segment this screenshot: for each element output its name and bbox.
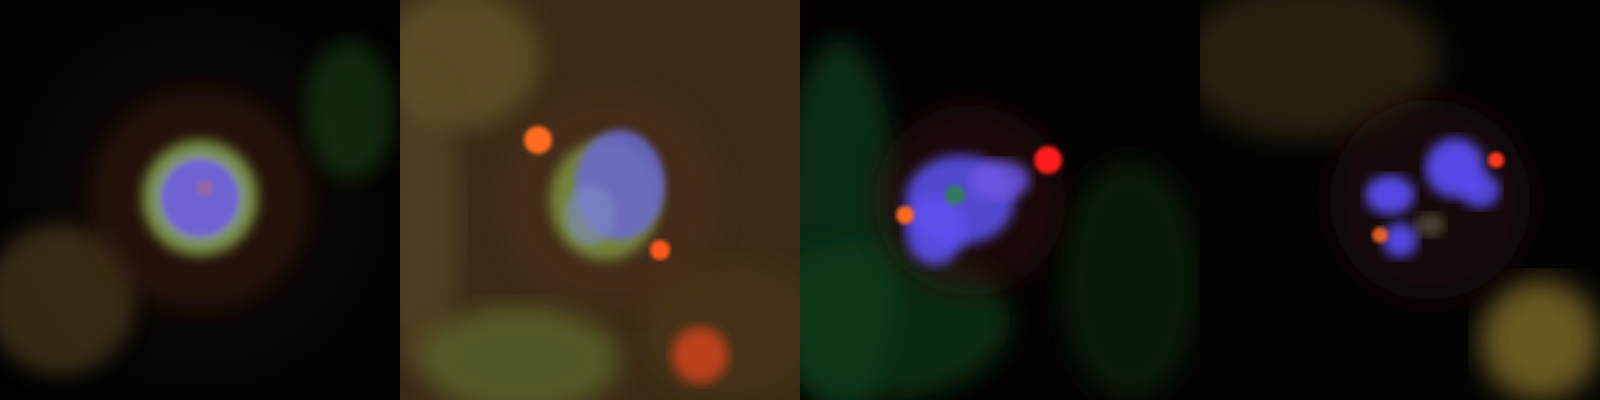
micrograph-panel-2 — [400, 0, 800, 400]
micrograph-1-image — [0, 0, 400, 400]
micrograph-2-image — [400, 0, 800, 400]
micrograph-3-image — [800, 0, 1200, 400]
micrograph-panel-3 — [800, 0, 1200, 400]
micrograph-4-image — [1200, 0, 1600, 400]
micrograph-panel-4 — [1200, 0, 1600, 400]
micrograph-panel-1 — [0, 0, 400, 400]
